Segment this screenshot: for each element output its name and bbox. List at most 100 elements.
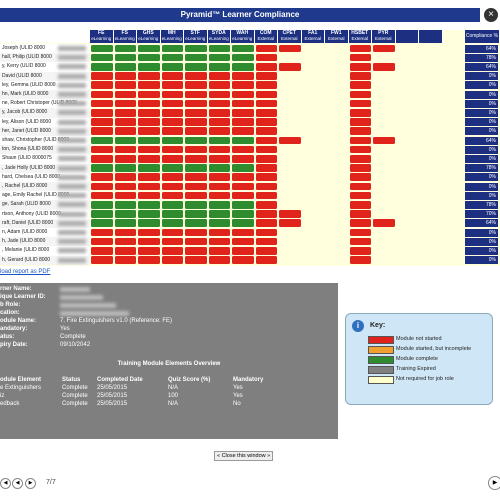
field-label: cation: — [0, 310, 20, 316]
status-cell — [91, 164, 113, 172]
play-button[interactable]: ◀ — [12, 478, 23, 489]
status-cell — [114, 182, 136, 191]
column-header: GHS eLearning — [137, 30, 161, 43]
status-cell — [185, 99, 207, 108]
status-cell — [91, 90, 113, 99]
status-cell — [185, 164, 207, 172]
blurred-id — [58, 193, 86, 199]
status-cell — [91, 145, 113, 154]
status-cell — [232, 90, 254, 99]
status-cell — [185, 118, 207, 126]
next-page-button[interactable]: ▶ — [488, 476, 500, 490]
field-label: ique Learner ID: — [0, 294, 46, 300]
status-cell — [208, 127, 230, 135]
status-cell — [255, 90, 277, 99]
status-cell — [349, 127, 371, 135]
overview-cell: 100 — [168, 393, 179, 399]
status-cell — [114, 53, 136, 62]
learner-name: Shaun (ULID 8000075 — [2, 155, 52, 162]
learner-name: ley, Alison (ULID 8000 — [2, 118, 52, 125]
field-value: 09/10/2042 — [60, 342, 91, 348]
close-button[interactable]: « Close this window » — [214, 451, 274, 461]
status-cell — [373, 219, 395, 227]
blurred-id — [58, 64, 86, 70]
status-cell — [138, 53, 160, 62]
status-cell — [208, 246, 230, 255]
overview-header: Completed Date — [97, 377, 143, 383]
column-kind: eLearning — [185, 36, 206, 41]
status-cell — [161, 200, 183, 209]
blurred-id — [58, 230, 86, 235]
status-cell — [255, 62, 277, 71]
status-cell — [138, 256, 160, 264]
status-cell — [185, 200, 207, 209]
field-value: Complete — [60, 334, 86, 340]
overview-cell: 25/05/2015 — [97, 401, 128, 407]
name-cell-bg — [0, 90, 90, 100]
compliance-value: 70% — [465, 210, 498, 219]
learner-name: hall, Philip (ULID 8000 — [2, 54, 52, 61]
status-cell — [138, 108, 160, 117]
status-cell — [91, 154, 113, 163]
status-cell — [138, 62, 160, 71]
field-label: piry Date: — [0, 342, 28, 348]
learner-name: n, Adam (ULID 8000 — [2, 229, 48, 235]
column-kind: External — [280, 36, 298, 41]
blurred-id — [58, 82, 86, 88]
status-cell — [161, 154, 183, 163]
status-cell — [91, 72, 113, 80]
status-cell — [91, 237, 113, 246]
name-cell-bg — [0, 145, 90, 155]
status-cell — [138, 99, 160, 108]
status-cell — [232, 256, 254, 264]
next-button[interactable]: ▶ — [25, 478, 36, 489]
field-label: atus: — [0, 334, 15, 340]
status-cell — [91, 81, 113, 89]
close-icon[interactable]: × — [484, 8, 498, 22]
status-cell — [185, 182, 207, 191]
status-cell — [138, 145, 160, 154]
key-label: Module started, but incomplete — [396, 346, 472, 352]
name-cell-bg — [0, 117, 90, 127]
status-cell — [349, 246, 371, 255]
name-cell-bg — [0, 237, 90, 247]
status-cell — [255, 246, 277, 255]
blurred-value — [60, 303, 116, 308]
download-link[interactable]: load report as PDF — [0, 269, 51, 275]
status-cell — [114, 136, 136, 145]
status-cell — [208, 72, 230, 80]
status-cell — [138, 191, 160, 200]
status-cell — [255, 81, 277, 89]
status-cell — [161, 72, 183, 80]
column-header: SYDA eLearning — [207, 30, 231, 43]
status-cell — [232, 53, 254, 62]
column-header: HSBET External — [348, 30, 372, 43]
status-cell — [208, 118, 230, 126]
column-header: FS eLearning — [113, 30, 137, 43]
field-label: rner Name: — [0, 286, 32, 292]
status-cell — [232, 136, 254, 145]
blurred-value — [60, 295, 103, 300]
prev-button[interactable]: ◀ — [0, 478, 11, 489]
status-cell — [114, 246, 136, 255]
overview-cell: N/A — [168, 385, 179, 391]
column-code: FS — [121, 30, 128, 36]
status-cell — [232, 164, 254, 172]
compliance-header: Compliance % — [465, 30, 500, 43]
name-cell-bg — [0, 182, 90, 192]
status-cell — [208, 182, 230, 191]
column-kind: External — [257, 36, 274, 41]
learner-name: , Jade Holly (ULID 8000 — [2, 164, 56, 171]
key-swatch — [368, 366, 394, 374]
status-cell — [91, 246, 113, 255]
status-cell — [161, 108, 183, 117]
status-cell — [279, 136, 301, 145]
status-cell — [232, 191, 254, 200]
status-cell — [185, 246, 207, 255]
status-cell — [185, 210, 207, 218]
column-kind: External — [304, 36, 321, 41]
blurred-id — [58, 202, 86, 208]
status-cell — [114, 108, 136, 117]
status-cell — [208, 173, 230, 181]
